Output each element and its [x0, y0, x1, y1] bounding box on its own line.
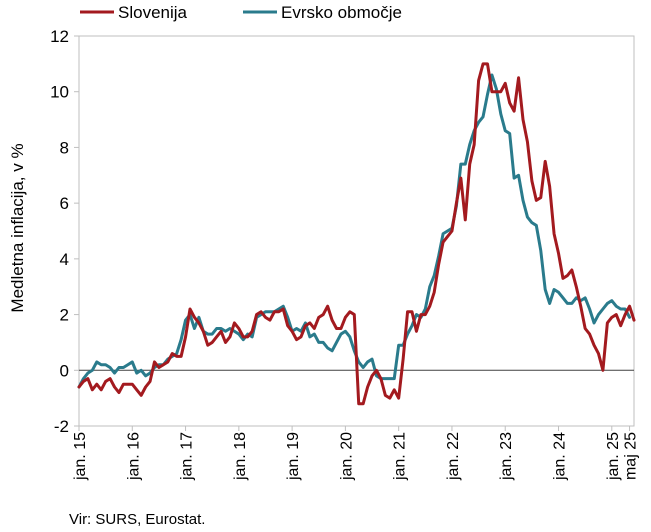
x-tick-label: jan. 20 — [338, 432, 355, 481]
series-line-slovenija — [77, 62, 636, 406]
x-tick-label: jan. 19 — [285, 432, 302, 481]
x-tick-label: jan. 25 — [605, 432, 622, 481]
legend-label-slovenija: Slovenija — [118, 3, 188, 22]
x-tick-label: jan. 21 — [392, 432, 409, 481]
y-axis-label: Medletna inflacija, v % — [8, 143, 27, 312]
y-tick-label: -2 — [54, 417, 69, 436]
x-tick-label: jan. 17 — [179, 432, 196, 481]
y-tick-label: 10 — [50, 83, 69, 102]
y-tick-label: 6 — [60, 194, 69, 213]
plot-area — [78, 35, 635, 427]
y-tick-label: 0 — [60, 361, 69, 380]
x-tick-label: jan. 24 — [552, 432, 569, 481]
y-axis: -2 0 2 4 6 8 10 12 — [50, 27, 79, 436]
series-group — [77, 62, 636, 406]
plot-border — [78, 35, 635, 427]
y-tick-label: 2 — [60, 306, 69, 325]
x-tick-label: jan. 23 — [498, 432, 515, 481]
x-tick-label: jan. 18 — [232, 432, 249, 481]
legend: Slovenija Evrsko območje — [80, 3, 402, 22]
y-tick-label: 8 — [60, 138, 69, 157]
x-tick-label: jan. 22 — [445, 432, 462, 481]
x-tick-label: jan. 15 — [72, 432, 89, 481]
x-tick-label: jan. 16 — [125, 432, 142, 481]
y-tick-label: 4 — [60, 250, 69, 269]
x-tick-label: maj 25 — [623, 432, 640, 480]
source-note: Vir: SURS, Eurostat. — [69, 511, 205, 528]
x-axis: jan. 15 jan. 16 jan. 17 jan. 18 jan. 19 jan. … — [72, 426, 640, 481]
legend-label-evrsko-obmocje: Evrsko območje — [281, 3, 402, 22]
y-tick-label: 12 — [50, 27, 69, 46]
